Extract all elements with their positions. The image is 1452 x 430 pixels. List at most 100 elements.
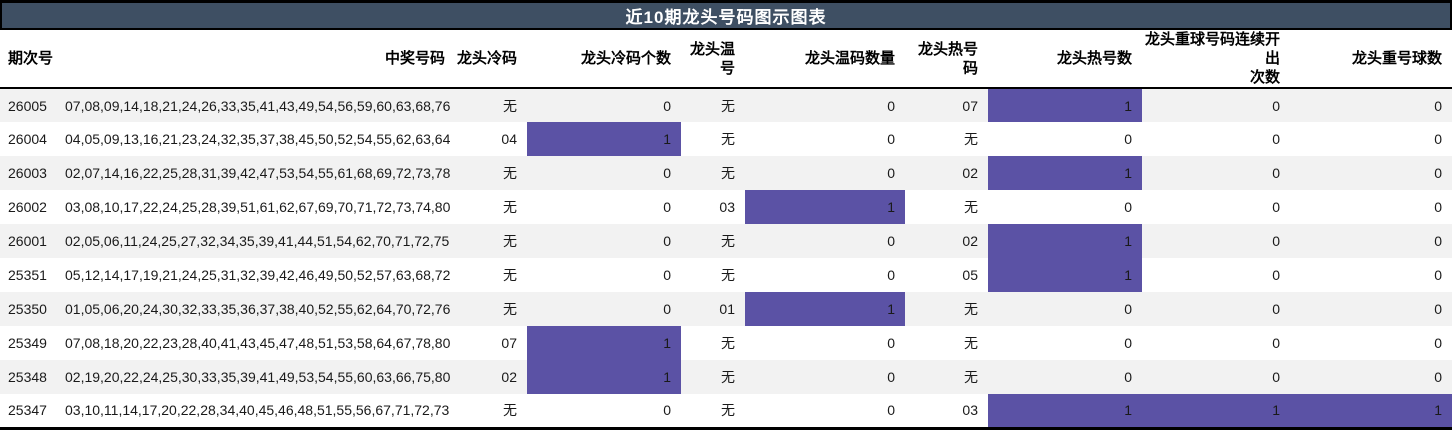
chart-title-bar: 近10期龙头号码图示图表 (0, 0, 1452, 30)
cell-hot_count: 1 (988, 88, 1142, 122)
cell-cold_code: 07 (501, 335, 517, 351)
cell-period: 26001 (8, 233, 47, 249)
cell-winning_numbers: 05,12,14,17,19,21,24,25,31,32,39,42,46,4… (65, 267, 451, 283)
cell-winning_numbers: 03,08,10,17,22,24,25,28,39,51,61,62,67,6… (65, 199, 451, 215)
cell-winning_numbers: 03,10,11,14,17,20,22,28,34,40,45,46,48,5… (65, 402, 450, 419)
cell-repeat_ball_count: 0 (1434, 97, 1442, 114)
cell-repeat_consecutive: 0 (1272, 267, 1280, 283)
header-warm_count: 龙头温码数量 (745, 30, 905, 89)
cell-cold_count: 0 (663, 97, 671, 114)
cell-hot_count: 1 (988, 156, 1142, 190)
cell-repeat_ball_count: 0 (1434, 267, 1442, 283)
cell-hot_count: 1 (988, 258, 1142, 292)
cell-repeat_consecutive: 0 (1272, 301, 1280, 317)
cell-hot_count: 1 (988, 394, 1142, 428)
cell-repeat_ball_count: 0 (1434, 199, 1442, 215)
cell-cold_count: 0 (663, 267, 671, 283)
cell-warm_code: 无 (721, 97, 735, 114)
cell-warm_count: 0 (887, 369, 895, 385)
cell-hot_count: 0 (1124, 199, 1132, 215)
cell-warm_code: 无 (721, 233, 735, 249)
cell-cold_count: 1 (527, 326, 681, 360)
cell-period: 25348 (8, 369, 47, 385)
table-row: 25350 01,05,06,20,24,30,32,33,35,36,37,38… (0, 292, 1452, 326)
cell-repeat_consecutive: 0 (1272, 199, 1280, 215)
cell-repeat_ball_count: 0 (1434, 131, 1442, 147)
header-hot_code: 龙头热号码 (905, 30, 988, 89)
header-cold_count: 龙头冷码个数 (527, 30, 681, 89)
cell-hot_code: 无 (964, 301, 978, 317)
cell-hot_count: 0 (1124, 369, 1132, 385)
cell-cold_code: 无 (503, 233, 517, 249)
cell-warm_count: 0 (887, 165, 895, 181)
cell-winning_numbers: 07,08,18,20,22,23,28,40,41,43,45,47,48,5… (65, 335, 451, 351)
cell-repeat_ball_count: 0 (1434, 335, 1442, 351)
cell-cold_count: 1 (527, 122, 681, 156)
cell-repeat_consecutive: 0 (1272, 131, 1280, 147)
header-repeat_consecutive: 龙头重球号码连续开出 次数 (1142, 30, 1290, 89)
cell-cold_count: 0 (663, 233, 671, 249)
cell-hot_count: 1 (988, 224, 1142, 258)
cell-winning_numbers: 07,08,09,14,18,21,24,26,33,35,41,43,49,5… (65, 97, 451, 114)
cell-repeat_ball_count: 0 (1434, 233, 1442, 249)
dragon-head-table: 期次号 中奖号码 龙头冷码 龙头冷码个数 龙头温号 龙头温码数量 龙头热号码 龙头热号数 龙头重… (0, 30, 1452, 430)
cell-cold_count: 0 (663, 301, 671, 317)
cell-repeat_consecutive: 0 (1272, 335, 1280, 351)
cell-cold_code: 无 (503, 199, 517, 215)
cell-warm_code: 无 (721, 131, 735, 147)
header-repeat_ball_count: 龙头重号球数 (1290, 30, 1452, 89)
cell-warm_count: 1 (745, 292, 905, 326)
cell-cold_count: 0 (663, 199, 671, 215)
header-row: 期次号 中奖号码 龙头冷码 龙头冷码个数 龙头温号 龙头温码数量 龙头热号码 龙头热号数 龙头重… (0, 30, 1452, 89)
cell-warm_code: 无 (721, 335, 735, 351)
cell-period: 25347 (8, 402, 47, 419)
cell-repeat_ball_count: 0 (1434, 369, 1442, 385)
cell-repeat_consecutive: 1 (1142, 394, 1290, 428)
cell-period: 25351 (8, 267, 47, 283)
header-warm_code: 龙头温号 (681, 30, 745, 89)
cell-hot_count: 0 (1124, 301, 1132, 317)
cell-cold_code: 无 (503, 301, 517, 317)
cell-period: 26004 (8, 131, 47, 147)
cell-cold_code: 04 (501, 131, 517, 147)
table-row: 25351 05,12,14,17,19,21,24,25,31,32,39,42… (0, 258, 1452, 292)
cell-cold_code: 02 (501, 369, 517, 385)
cell-cold_count: 0 (663, 402, 671, 419)
cell-winning_numbers: 02,19,20,22,24,25,30,33,35,39,41,49,53,5… (65, 369, 451, 385)
table-row: 25349 07,08,18,20,22,23,28,40,41,43,45,47… (0, 326, 1452, 360)
table-row: 25347 03,10,11,14,17,20,22,28,34,40,45,46… (0, 394, 1452, 428)
cell-cold_code: 无 (503, 97, 517, 114)
cell-winning_numbers: 01,05,06,20,24,30,32,33,35,36,37,38,40,5… (65, 301, 451, 317)
cell-repeat_consecutive: 0 (1272, 165, 1280, 181)
cell-hot_code: 无 (964, 131, 978, 147)
cell-repeat_ball_count: 1 (1290, 394, 1452, 428)
cell-winning_numbers: 02,07,14,16,22,25,28,31,39,42,47,53,54,5… (65, 165, 451, 181)
cell-period: 26005 (8, 97, 47, 114)
cell-period: 26002 (8, 199, 47, 215)
cell-repeat_consecutive: 0 (1272, 97, 1280, 114)
cell-warm_count: 1 (745, 190, 905, 224)
cell-warm_count: 0 (887, 97, 895, 114)
chart-title: 近10期龙头号码图示图表 (625, 8, 827, 27)
table-row: 26002 03,08,10,17,22,24,25,28,39,51,61,62… (0, 190, 1452, 224)
cell-cold_count: 0 (663, 165, 671, 181)
table-row: 26003 02,07,14,16,22,25,28,31,39,42,47,53… (0, 156, 1452, 190)
cell-winning_numbers: 02,05,06,11,24,25,27,32,34,35,39,41,44,5… (65, 233, 450, 249)
cell-cold_count: 1 (527, 360, 681, 394)
cell-hot_code: 02 (962, 233, 978, 249)
header-period: 期次号 (0, 30, 65, 89)
cell-warm_code: 03 (719, 199, 735, 215)
cell-period: 25350 (8, 301, 47, 317)
cell-cold_code: 无 (503, 165, 517, 181)
cell-period: 25349 (8, 335, 47, 351)
cell-warm_count: 0 (887, 233, 895, 249)
cell-hot_count: 0 (1124, 131, 1132, 147)
cell-hot_code: 03 (962, 402, 978, 419)
cell-repeat_ball_count: 0 (1434, 165, 1442, 181)
cell-hot_code: 02 (962, 165, 978, 181)
cell-repeat_consecutive: 0 (1272, 369, 1280, 385)
cell-warm_count: 0 (887, 402, 895, 419)
header-cold_code: 龙头冷码 (455, 30, 527, 89)
table-row: 25348 02,19,20,22,24,25,30,33,35,39,41,49… (0, 360, 1452, 394)
cell-warm_code: 无 (721, 402, 735, 419)
